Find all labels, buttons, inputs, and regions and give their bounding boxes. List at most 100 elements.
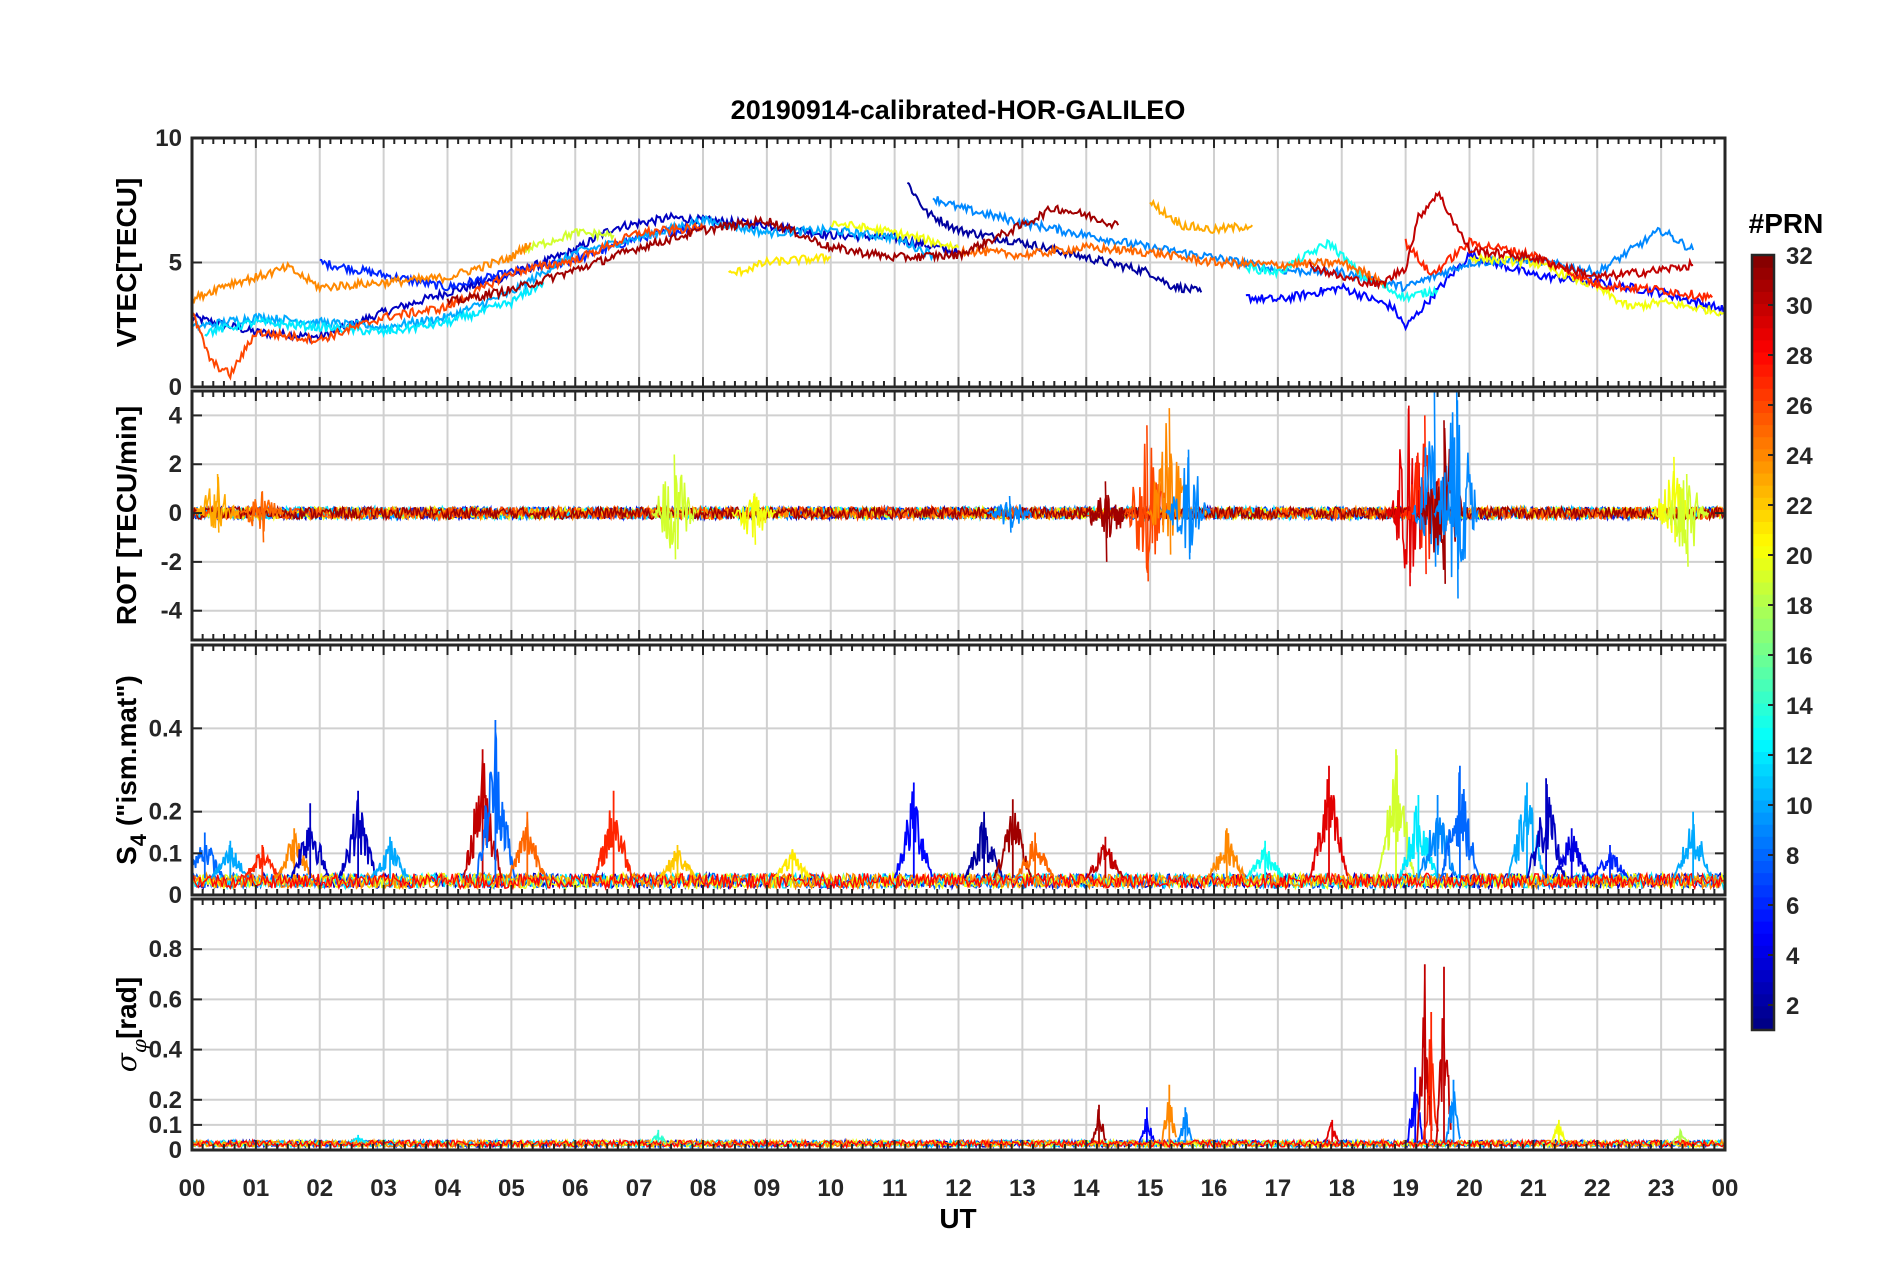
colorbar-segment	[1752, 666, 1774, 680]
s4-peak	[593, 790, 634, 879]
colorbar-tick-label: 26	[1786, 393, 1813, 420]
x-tick-label: 11	[882, 1175, 907, 1202]
colorbar-segment	[1752, 509, 1774, 523]
sigma_phi-peak	[1422, 1012, 1439, 1143]
y-tick-label: -4	[161, 598, 183, 625]
colorbar-segment	[1752, 279, 1774, 292]
colorbar-segment	[1752, 255, 1774, 268]
x-tick-label: 15	[1137, 1175, 1164, 1202]
colorbar-segment	[1752, 872, 1774, 886]
panel-s4: 0 0.1 0.2 0.4S4 ("ism.mat")	[111, 643, 1727, 909]
s4-peak	[370, 836, 410, 879]
s4-peak	[1398, 795, 1438, 879]
vtec-series-prn-21	[728, 252, 831, 278]
x-tick-label: 06	[562, 1175, 589, 1202]
y-axis: 0 0.1 0.2 0.4	[149, 715, 1725, 909]
sigma_phi-peak	[1090, 1104, 1107, 1143]
x-tick-label: 12	[945, 1175, 972, 1202]
y-tick-label: 0.4	[149, 1037, 183, 1064]
y-axis: 0 5 10	[155, 125, 1725, 401]
colorbar-tick-label: 6	[1786, 893, 1799, 920]
colorbar-segment	[1752, 715, 1774, 728]
sigma_phi-peak	[349, 1134, 367, 1144]
sigma_phi-peak	[1445, 1079, 1462, 1143]
rot-burst	[651, 454, 697, 560]
colorbar-segment	[1752, 363, 1774, 377]
s4-peak	[1085, 836, 1125, 879]
x-tick-label: 09	[754, 1175, 781, 1202]
colorbar-segment	[1752, 545, 1774, 559]
x-tick-label: 16	[1201, 1175, 1228, 1202]
y-axis-label: VTEC[TECU]	[111, 178, 142, 348]
x-tick-label: 05	[498, 1175, 525, 1202]
colorbar-segment	[1752, 848, 1774, 862]
colorbar-segment	[1752, 884, 1774, 898]
sigma_phi-peak	[1550, 1119, 1567, 1143]
colorbar-segment	[1752, 678, 1774, 692]
vtec-series-prn-19	[523, 227, 615, 255]
x-tick-label: 18	[1328, 1175, 1355, 1202]
colorbar-tick-label: 22	[1786, 493, 1813, 520]
sigma_phi-peak	[1672, 1127, 1689, 1144]
x-tick-label: 22	[1584, 1175, 1611, 1202]
colorbar-segment	[1752, 581, 1774, 595]
s4-peak	[1308, 765, 1349, 879]
vtec-series-prn-31	[446, 204, 1120, 307]
s4-peak	[1015, 832, 1055, 879]
y-tick-label: 0.2	[149, 1087, 182, 1114]
y-axis-label: S4 ("ism.mat")	[111, 675, 151, 865]
x-tick-label: 20	[1456, 1175, 1483, 1202]
rot-series-prn-31	[192, 504, 1725, 522]
vtec-series-prn-26	[192, 221, 704, 381]
s4-peak	[338, 790, 378, 879]
colorbar-segment	[1752, 315, 1774, 329]
x-tick-label: 21	[1520, 1175, 1547, 1202]
s4-peak	[475, 720, 516, 879]
s4-peak	[1673, 811, 1713, 879]
colorbar-segment	[1752, 703, 1774, 716]
vtec-series-prn-23	[1149, 198, 1254, 236]
colorbar-segment	[1752, 993, 1774, 1007]
panel-sigma: 00.10.2 0.4 0.6 0.8 σφ[rad]	[110, 897, 1727, 1164]
colorbar-segment	[1752, 400, 1774, 414]
colorbar-segment	[1752, 1005, 1774, 1019]
colorbar-segment	[1752, 569, 1774, 583]
vtec-series-prn-20	[830, 220, 960, 252]
colorbar-tick-label: 16	[1786, 643, 1813, 670]
vtec-series-prn-30	[1308, 190, 1694, 291]
y-axis: -4 -2 0 2 4	[161, 402, 1725, 625]
rot-burst	[194, 473, 240, 533]
colorbar-tick-label: 18	[1786, 593, 1813, 620]
colorbar-segment	[1752, 969, 1774, 983]
rot-burst	[1385, 405, 1432, 587]
colorbar-segment	[1752, 291, 1774, 305]
x-tick-label: 23	[1648, 1175, 1675, 1202]
x-tick-label: 08	[690, 1175, 717, 1202]
colorbar-tick-label: 8	[1786, 843, 1799, 870]
colorbar-segment	[1752, 424, 1774, 438]
colorbar-segment	[1752, 630, 1774, 644]
colorbar-segment	[1752, 739, 1774, 753]
axes-frame	[190, 897, 1727, 1152]
s4-peak	[893, 782, 934, 879]
colorbar-segment	[1752, 945, 1774, 958]
y-tick-label: 0	[169, 374, 182, 401]
sigma_phi-peak	[1176, 1107, 1193, 1143]
colorbar-segment	[1752, 860, 1774, 874]
y-tick-label: 5	[169, 250, 182, 277]
colorbar-segment	[1752, 472, 1774, 486]
x-tick-label: 01	[243, 1175, 270, 1202]
y-tick-label: 0.4	[149, 715, 183, 742]
sigma_phi-peak	[1323, 1119, 1340, 1144]
s4-peak	[242, 845, 282, 879]
colorbar-segment	[1752, 376, 1774, 389]
colorbar-segment	[1752, 654, 1774, 668]
y-tick-label: 0	[169, 500, 182, 527]
colorbar-segment	[1752, 787, 1774, 801]
x-tick-label: 02	[306, 1175, 333, 1202]
colorbar-segment	[1752, 618, 1774, 631]
s4-peak	[290, 803, 330, 879]
y-tick-label: 2	[169, 451, 182, 478]
colorbar-tick-label: 30	[1786, 293, 1813, 320]
colorbar-segment	[1752, 497, 1774, 510]
